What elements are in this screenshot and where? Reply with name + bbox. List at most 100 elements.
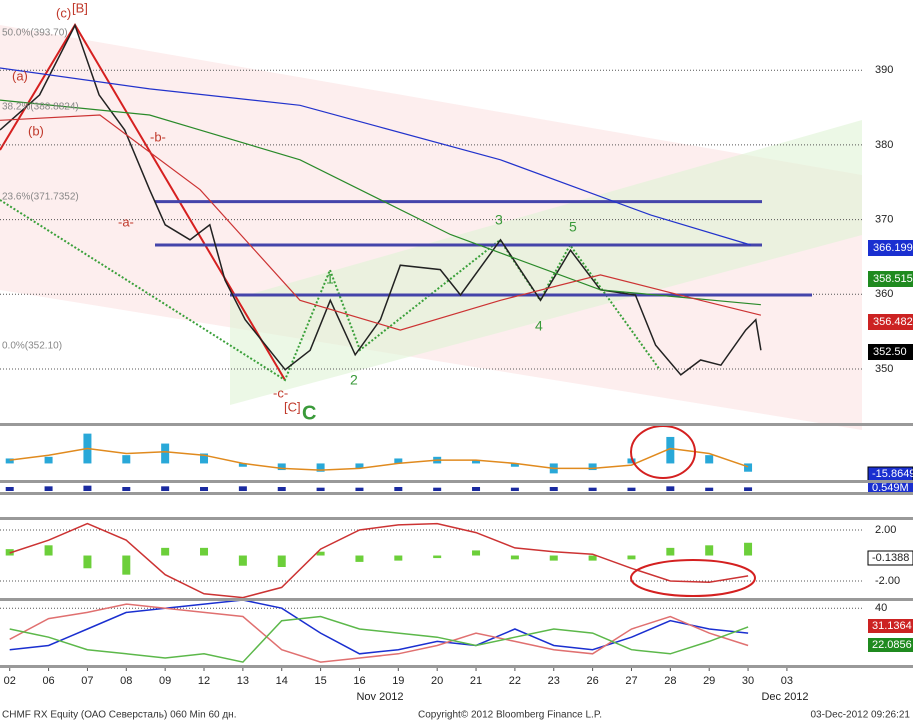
dmi-panel: 40 31.1364 22.0856 — [0, 599, 913, 663]
adx-line — [9, 599, 749, 655]
last-label-box — [868, 344, 913, 360]
ma-mid-line — [0, 99, 761, 306]
fib-label: 23.6%(371.7352) — [2, 192, 79, 203]
di-plus-line — [9, 615, 749, 663]
x-tick-label: 27 — [625, 675, 637, 687]
ma-short-line — [0, 114, 762, 331]
bar — [277, 487, 286, 491]
bar — [277, 463, 286, 471]
wave-label: -c- — [273, 385, 288, 400]
last-label: 358.515 — [873, 273, 913, 285]
month-label: Dec 2012 — [761, 691, 808, 703]
separator — [0, 517, 913, 520]
last-label-box — [868, 240, 913, 256]
oscillator-line — [9, 522, 749, 599]
x-tick-label: 12 — [198, 675, 210, 687]
last-label: 366.199 — [873, 242, 913, 254]
bar — [627, 555, 636, 560]
osc-panel: -15.8649 — [5, 433, 913, 482]
separator — [0, 480, 913, 483]
wave-label: (b) — [28, 123, 44, 138]
fib-label: 0.0%(352.10) — [2, 341, 62, 352]
bar — [510, 487, 519, 491]
x-tick-label: 26 — [586, 675, 598, 687]
bar — [472, 550, 481, 556]
x-tick-label: 19 — [392, 675, 404, 687]
bar — [161, 443, 170, 464]
last-label-box — [868, 314, 913, 330]
bar — [394, 555, 403, 561]
footer-center: Copyright© 2012 Bloomberg Finance L.P. — [418, 710, 602, 721]
bar — [510, 463, 519, 467]
x-tick-label: 14 — [276, 675, 288, 687]
bar — [744, 542, 753, 556]
price-line — [0, 23, 762, 376]
x-tick-label: 13 — [237, 675, 249, 687]
bar — [666, 436, 675, 464]
last-label: -15.8649 — [872, 468, 913, 480]
last-label: 0.549M — [872, 482, 909, 494]
x-tick-label: 22 — [509, 675, 521, 687]
x-tick-label: 09 — [159, 675, 171, 687]
month-label: Nov 2012 — [356, 691, 403, 703]
x-tick-label: 20 — [431, 675, 443, 687]
bar — [744, 487, 753, 491]
price-panel: 350 360 370 380 390 366.199 358.515 356.482 352.… — [0, 0, 913, 424]
bar — [355, 463, 364, 469]
footer-left: CHMF RX Equity (ОАО Северсталь) 060 Min … — [2, 710, 236, 721]
bar — [355, 555, 364, 562]
volume-panel: 0.549M — [5, 482, 913, 494]
bar — [44, 456, 53, 464]
last-label-box — [868, 619, 913, 633]
y-tick-label: -2.00 — [875, 575, 900, 587]
bar — [122, 455, 131, 464]
bar — [627, 458, 636, 464]
bar — [472, 460, 481, 464]
last-label: -0.1388 — [872, 552, 909, 564]
fib-label: 50.0%(393.70) — [2, 28, 68, 39]
bar — [705, 545, 714, 556]
wave-label: (c) — [56, 5, 71, 20]
x-tick-label: 28 — [664, 675, 676, 687]
x-tick-label: 07 — [81, 675, 93, 687]
last-label: 352.50 — [873, 346, 907, 358]
last-label-box — [867, 550, 913, 566]
y-tick-label: 350 — [875, 363, 893, 375]
bar — [588, 487, 597, 491]
bar — [588, 555, 597, 561]
bar — [200, 453, 209, 464]
bar — [122, 555, 131, 575]
bar — [666, 486, 675, 491]
last-label: 22.0856 — [872, 639, 912, 651]
bar — [238, 555, 247, 566]
bar — [316, 551, 325, 556]
x-tick-label: 08 — [120, 675, 132, 687]
y-tick-label: 380 — [875, 139, 893, 151]
bar — [5, 487, 14, 491]
wave-dotted — [0, 199, 661, 382]
y-tick-label: 390 — [875, 64, 893, 76]
separator — [0, 492, 913, 495]
macd-panel: 2.00 -2.00 -0.1388 — [0, 522, 913, 599]
last-label-box — [868, 638, 913, 652]
bar — [44, 486, 53, 491]
bar — [549, 487, 558, 491]
footer-right: 03-Dec-2012 09:26:21 — [810, 710, 910, 721]
wave-label: -b- — [150, 129, 166, 144]
bar — [394, 487, 403, 491]
wave-label: 2 — [350, 372, 358, 388]
x-tick-label: 02 — [4, 675, 16, 687]
y-tick-label: 360 — [875, 288, 893, 300]
down-channel — [0, 25, 862, 430]
separator — [0, 598, 913, 601]
signal-line — [9, 447, 749, 471]
y-tick-label: 2.00 — [875, 524, 896, 536]
fib-label: 38.2%(388.8824) — [2, 102, 79, 113]
wave-label: [C] — [284, 399, 301, 414]
up-channel — [230, 120, 862, 405]
bar — [161, 486, 170, 491]
wave-label: (a) — [12, 68, 28, 83]
bar — [238, 486, 247, 491]
bar — [549, 555, 558, 561]
